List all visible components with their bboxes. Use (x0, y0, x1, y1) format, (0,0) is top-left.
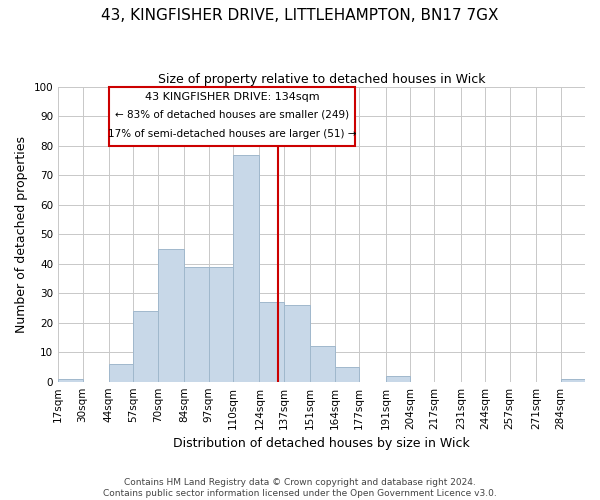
Text: Contains HM Land Registry data © Crown copyright and database right 2024.
Contai: Contains HM Land Registry data © Crown c… (103, 478, 497, 498)
Bar (184, 266, 209, 382)
Text: 43 KINGFISHER DRIVE: 134sqm: 43 KINGFISHER DRIVE: 134sqm (145, 92, 319, 102)
Text: 43, KINGFISHER DRIVE, LITTLEHAMPTON, BN17 7GX: 43, KINGFISHER DRIVE, LITTLEHAMPTON, BN1… (101, 8, 499, 22)
Bar (259, 302, 284, 382)
Bar (335, 367, 359, 382)
Bar (109, 364, 133, 382)
Bar (58, 378, 83, 382)
Title: Size of property relative to detached houses in Wick: Size of property relative to detached ho… (158, 72, 485, 86)
Bar (158, 249, 184, 382)
Bar (233, 154, 259, 382)
Bar (133, 311, 158, 382)
Y-axis label: Number of detached properties: Number of detached properties (15, 136, 28, 332)
Text: ← 83% of detached houses are smaller (249): ← 83% of detached houses are smaller (24… (115, 110, 349, 120)
Bar (560, 378, 585, 382)
Text: 17% of semi-detached houses are larger (51) →: 17% of semi-detached houses are larger (… (108, 129, 356, 139)
Bar (284, 305, 310, 382)
FancyBboxPatch shape (109, 86, 355, 146)
Bar (310, 346, 335, 382)
Bar (209, 266, 233, 382)
Bar (386, 376, 410, 382)
X-axis label: Distribution of detached houses by size in Wick: Distribution of detached houses by size … (173, 437, 470, 450)
